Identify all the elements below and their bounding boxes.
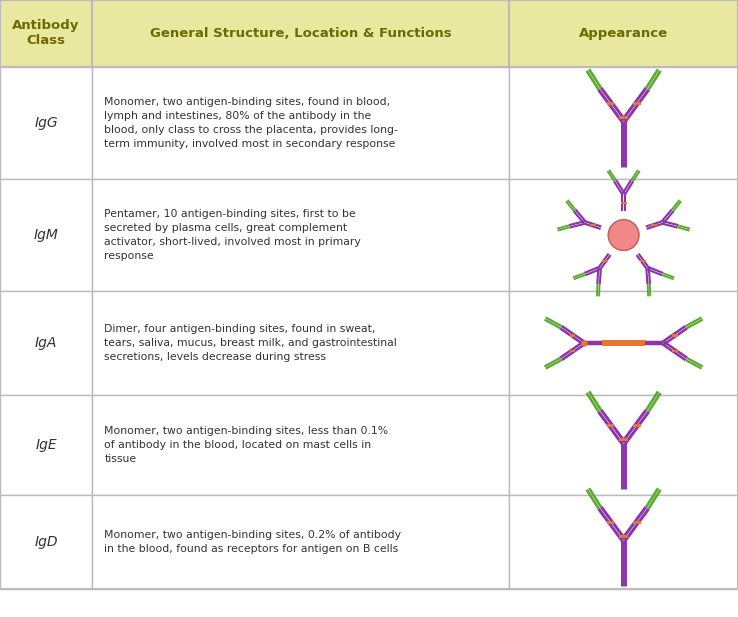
Bar bbox=[621, 202, 627, 204]
Text: IgG: IgG bbox=[34, 116, 58, 130]
Bar bbox=[509, 395, 738, 495]
Text: Monomer, two antigen-binding sites, 0.2% of antibody
in the blood, found as rece: Monomer, two antigen-binding sites, 0.2%… bbox=[104, 530, 401, 553]
Bar bbox=[590, 224, 596, 226]
Text: IgM: IgM bbox=[34, 228, 58, 242]
Bar bbox=[92, 495, 509, 589]
Bar bbox=[509, 67, 738, 179]
Bar bbox=[92, 179, 509, 291]
Bar bbox=[607, 102, 614, 105]
Text: General Structure, Location & Functions: General Structure, Location & Functions bbox=[150, 27, 452, 40]
Bar bbox=[619, 535, 628, 538]
Text: IgD: IgD bbox=[35, 535, 58, 549]
Bar bbox=[606, 341, 624, 345]
Text: Dimer, four antigen-binding sites, found in sweat,
tears, saliva, mucus, breast : Dimer, four antigen-binding sites, found… bbox=[104, 324, 397, 362]
Bar bbox=[672, 350, 677, 352]
Bar bbox=[92, 67, 509, 179]
Text: IgE: IgE bbox=[35, 438, 57, 452]
Bar bbox=[0, 291, 92, 395]
Bar bbox=[672, 334, 677, 336]
Bar bbox=[0, 67, 92, 179]
Bar bbox=[570, 350, 576, 352]
Bar bbox=[624, 341, 641, 345]
Bar bbox=[0, 395, 92, 495]
Text: Appearance: Appearance bbox=[579, 27, 668, 40]
Bar bbox=[509, 291, 738, 395]
Bar bbox=[633, 424, 641, 427]
Bar bbox=[633, 102, 641, 105]
Bar bbox=[92, 395, 509, 495]
Bar bbox=[570, 334, 576, 336]
Bar bbox=[607, 424, 614, 427]
Text: Antibody
Class: Antibody Class bbox=[13, 19, 80, 48]
Bar bbox=[92, 0, 509, 67]
Bar bbox=[619, 116, 628, 119]
Bar bbox=[652, 224, 658, 226]
Bar bbox=[509, 0, 738, 67]
Bar bbox=[601, 260, 607, 262]
Bar bbox=[0, 495, 92, 589]
Text: Monomer, two antigen-binding sites, found in blood,
lymph and intestines, 80% of: Monomer, two antigen-binding sites, foun… bbox=[104, 97, 398, 149]
Bar bbox=[0, 0, 92, 67]
Bar bbox=[607, 521, 614, 524]
Bar bbox=[619, 438, 628, 441]
Bar bbox=[0, 179, 92, 291]
Bar bbox=[92, 291, 509, 395]
Text: IgA: IgA bbox=[35, 336, 58, 350]
Circle shape bbox=[608, 220, 639, 251]
Bar bbox=[633, 521, 641, 524]
Bar bbox=[640, 260, 646, 262]
Bar bbox=[509, 179, 738, 291]
Bar bbox=[509, 495, 738, 589]
Bar bbox=[602, 340, 645, 346]
Text: Monomer, two antigen-binding sites, less than 0.1%
of antibody in the blood, loc: Monomer, two antigen-binding sites, less… bbox=[104, 426, 388, 464]
Text: Pentamer, 10 antigen-binding sites, first to be
secreted by plasma cells, great : Pentamer, 10 antigen-binding sites, firs… bbox=[104, 209, 361, 261]
